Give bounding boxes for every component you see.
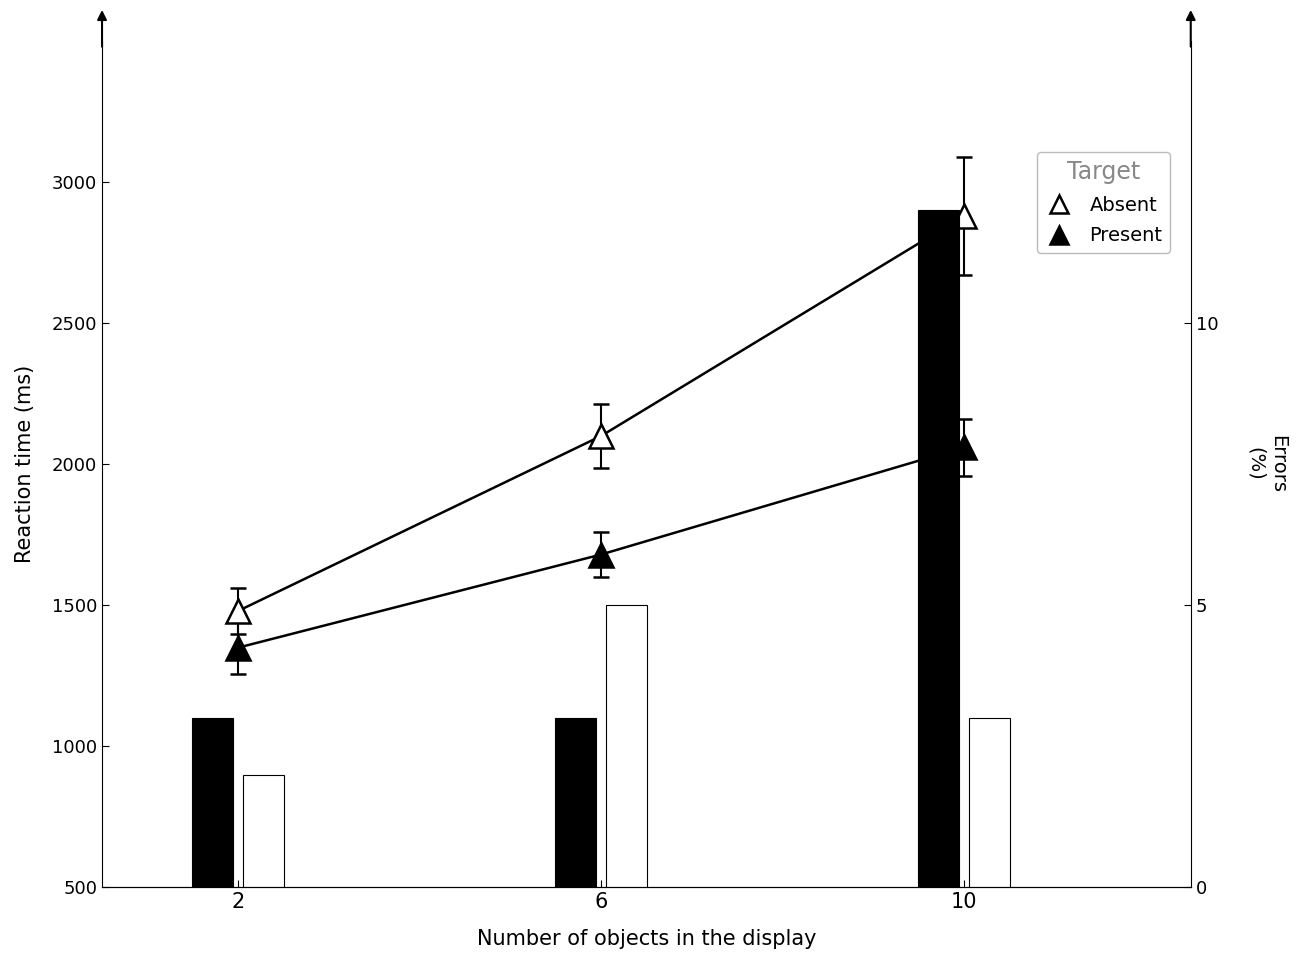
Y-axis label: Reaction time (ms): Reaction time (ms): [16, 365, 35, 563]
Bar: [193, 718, 233, 888]
Bar: [969, 718, 1010, 888]
Bar: [243, 775, 284, 888]
Legend: Absent, Present: Absent, Present: [1036, 152, 1170, 254]
Bar: [918, 210, 960, 888]
X-axis label: Number of objects in the display: Number of objects in the display: [477, 929, 816, 949]
Bar: [555, 718, 596, 888]
Bar: [605, 605, 647, 888]
Y-axis label: Errors
(%): Errors (%): [1246, 435, 1286, 494]
